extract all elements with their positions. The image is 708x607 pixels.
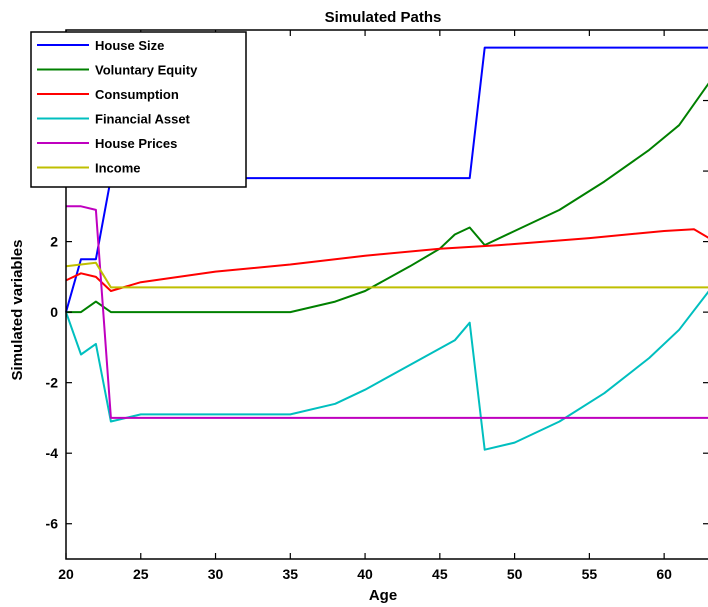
chart-title: Simulated Paths [325, 9, 442, 26]
y-tick-label: 2 [50, 234, 58, 250]
y-axis-label: Simulated variables [9, 240, 26, 381]
x-tick-label: 55 [582, 566, 598, 582]
series-layer [65, 46, 708, 451]
series-line-consumption [65, 228, 708, 292]
y-tick-label: -4 [46, 445, 59, 461]
x-tick-label: 40 [357, 566, 373, 582]
x-tick-label: 45 [432, 566, 448, 582]
legend-box [30, 31, 247, 188]
legend-label: Consumption [95, 87, 179, 102]
series-line-financial-asset [65, 290, 708, 451]
legend-label: Voluntary Equity [95, 63, 198, 78]
y-tick-label: 0 [50, 304, 58, 320]
series-line-house-prices [66, 205, 708, 419]
x-tick-label: 35 [283, 566, 299, 582]
x-tick-label: 30 [208, 566, 224, 582]
legend-label: Financial Asset [95, 112, 191, 127]
x-axis-label: Age [369, 587, 397, 604]
plot-frame [65, 29, 708, 560]
x-tick-label: 60 [656, 566, 672, 582]
x-tick-label: 20 [58, 566, 74, 582]
series-line-voluntary-equity [66, 82, 708, 314]
legend-label: House Prices [95, 136, 177, 151]
x-tick-label: 25 [133, 566, 149, 582]
y-tick-label: -2 [46, 375, 59, 391]
legend-label: Income [95, 161, 141, 176]
legend: House Size Voluntary Equity Consumption Fin… [30, 31, 247, 188]
legend-label: House Size [95, 38, 164, 53]
y-tick-label: -6 [46, 516, 59, 532]
x-tick-label: 50 [507, 566, 523, 582]
series-line-income [65, 261, 708, 289]
